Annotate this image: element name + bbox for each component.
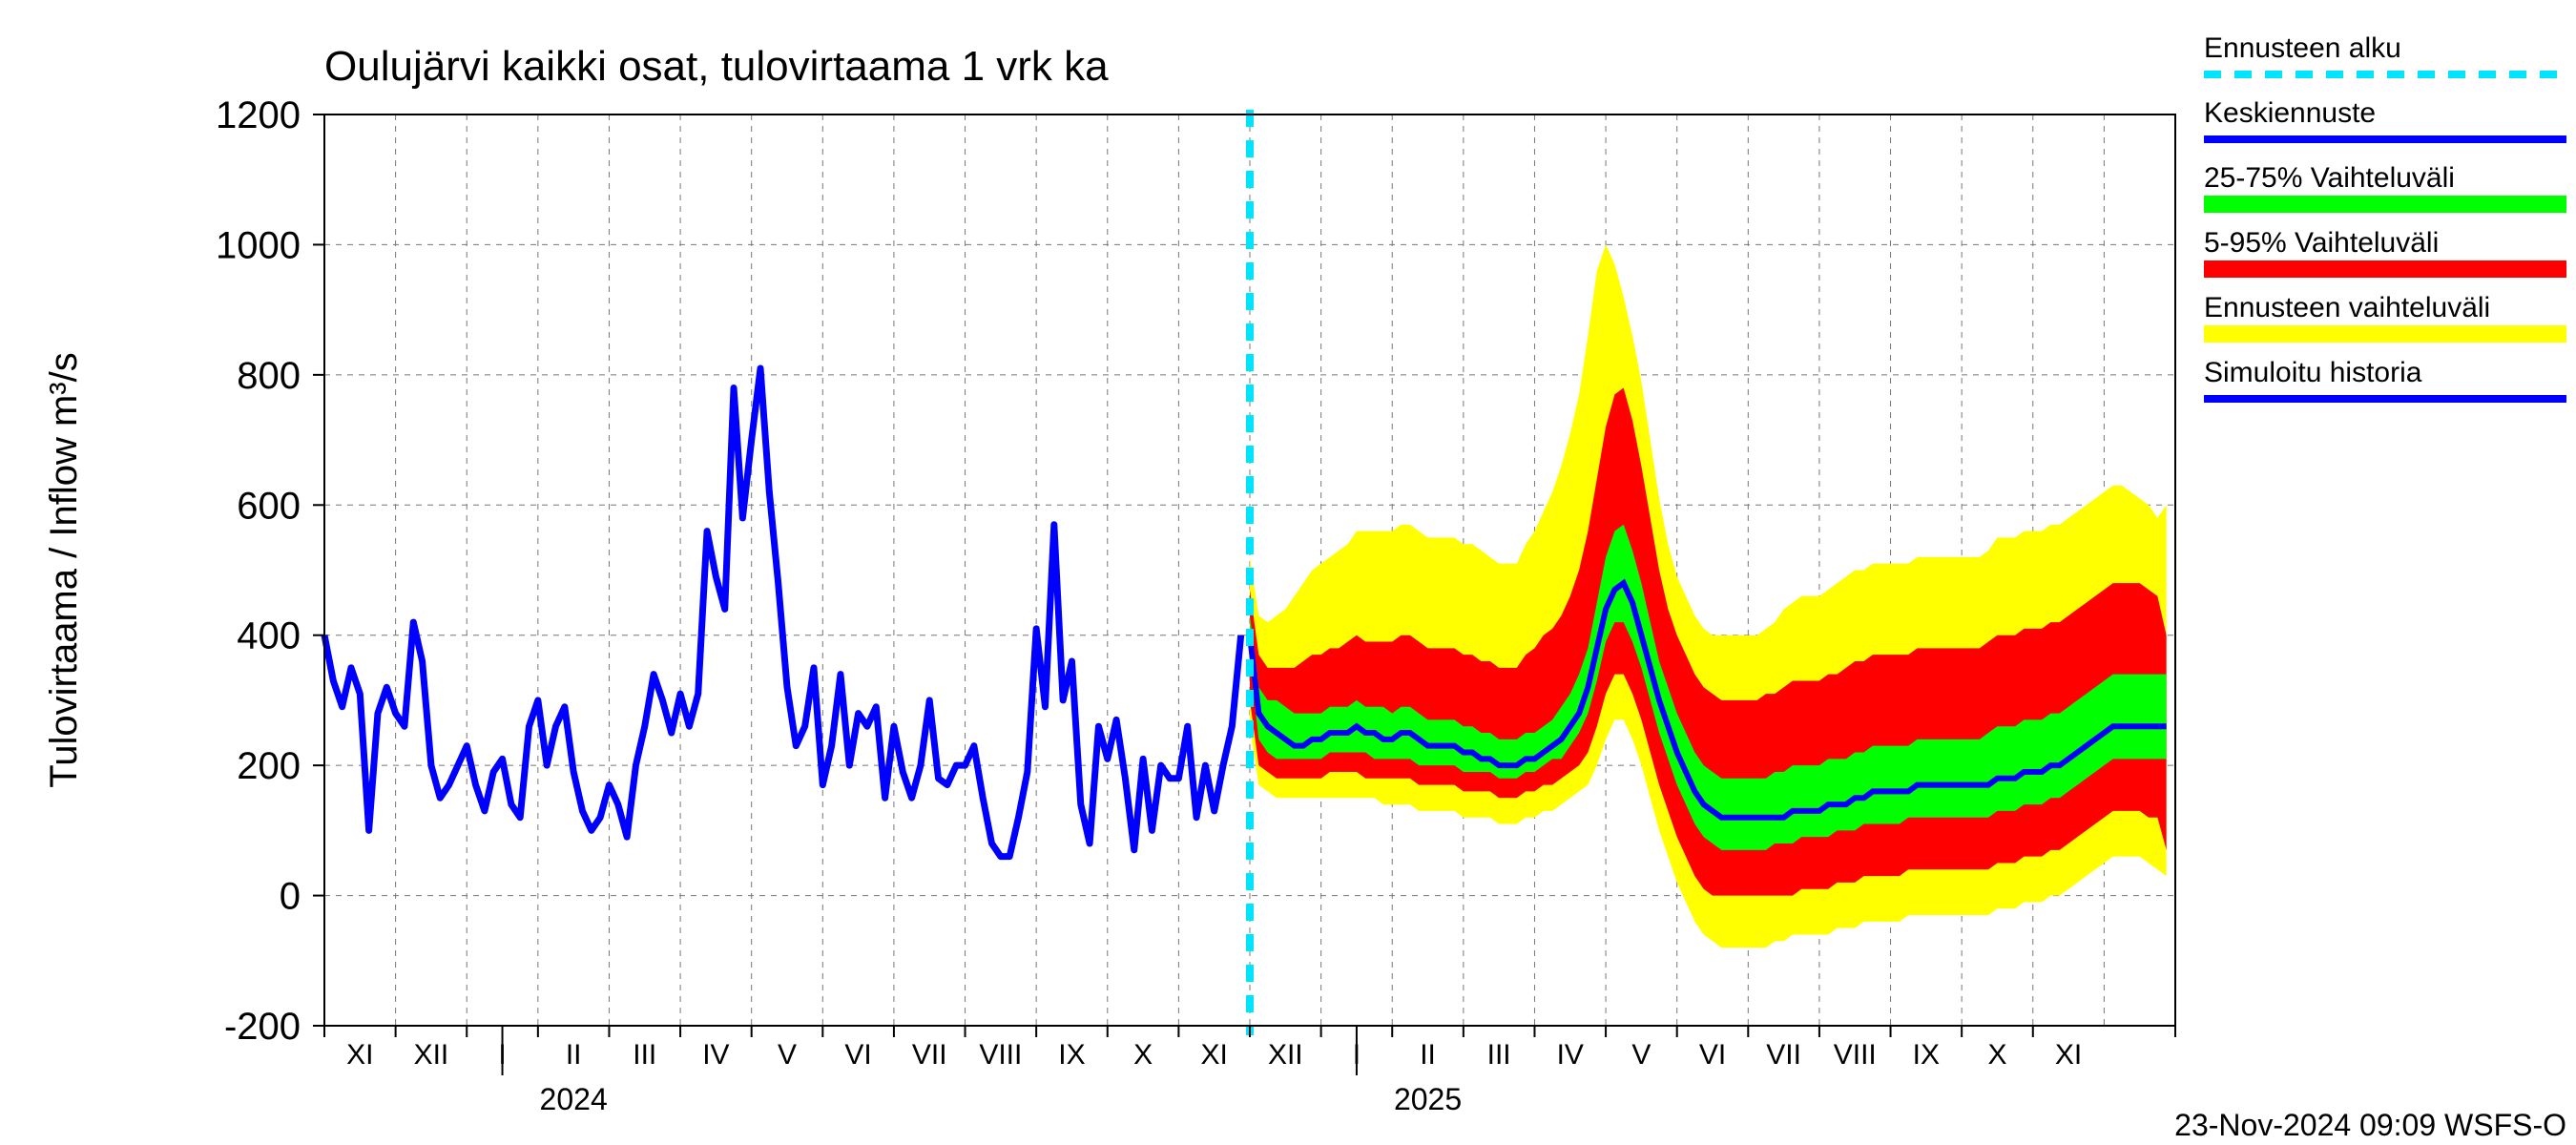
xtick-label: III bbox=[1487, 1039, 1511, 1071]
ytick-label: 0 bbox=[280, 876, 301, 918]
xtick-label: VII bbox=[912, 1039, 947, 1071]
xtick-label: VI bbox=[1699, 1039, 1726, 1071]
ytick-label: 200 bbox=[237, 745, 301, 787]
legend-swatch bbox=[2204, 260, 2566, 278]
year-label: 2025 bbox=[1394, 1082, 1462, 1116]
xtick-label: XII bbox=[414, 1039, 449, 1071]
ytick-label: 600 bbox=[237, 485, 301, 527]
xtick-label: V bbox=[778, 1039, 797, 1071]
xtick-label: IX bbox=[1058, 1039, 1085, 1071]
ytick-label: 1000 bbox=[216, 224, 301, 266]
xtick-label: XI bbox=[346, 1039, 373, 1071]
y-axis-label: Tulovirtaama / Inflow m³/s bbox=[43, 352, 85, 787]
xtick-label: X bbox=[1133, 1039, 1153, 1071]
xtick-label: II bbox=[1420, 1039, 1436, 1071]
legend-swatch bbox=[2204, 325, 2566, 343]
xtick-label: II bbox=[566, 1039, 582, 1071]
inflow-forecast-chart: -200020040060080010001200XIXIIIIIIIIIVVV… bbox=[0, 0, 2576, 1145]
chart-footer: 23-Nov-2024 09:09 WSFS-O bbox=[2174, 1108, 2566, 1142]
year-label: 2024 bbox=[540, 1082, 608, 1116]
xtick-label: VII bbox=[1766, 1039, 1801, 1071]
xtick-label: XII bbox=[1268, 1039, 1303, 1071]
xtick-label: VI bbox=[844, 1039, 871, 1071]
legend-label: Ennusteen alku bbox=[2204, 32, 2401, 64]
xtick-label: IV bbox=[702, 1039, 729, 1071]
legend-label: Simuloitu historia bbox=[2204, 357, 2422, 388]
xtick-label: V bbox=[1631, 1039, 1651, 1071]
chart-container: -200020040060080010001200XIXIIIIIIIIIVVV… bbox=[0, 0, 2576, 1145]
xtick-label: XI bbox=[2055, 1039, 2082, 1071]
xtick-label: IX bbox=[1913, 1039, 1940, 1071]
ytick-label: -200 bbox=[224, 1006, 301, 1048]
legend-label: 25-75% Vaihteluväli bbox=[2204, 162, 2455, 194]
xtick-label: X bbox=[1987, 1039, 2006, 1071]
ytick-label: 800 bbox=[237, 355, 301, 397]
legend-label: Keskiennuste bbox=[2204, 97, 2376, 129]
xtick-label: VIII bbox=[1834, 1039, 1877, 1071]
chart-bg bbox=[0, 0, 2576, 1145]
xtick-label: III bbox=[633, 1039, 656, 1071]
xtick-label: IV bbox=[1557, 1039, 1584, 1071]
xtick-label: VIII bbox=[979, 1039, 1022, 1071]
legend-swatch bbox=[2204, 196, 2566, 213]
legend-label: Ennusteen vaihteluväli bbox=[2204, 292, 2490, 323]
chart-title: Oulujärvi kaikki osat, tulovirtaama 1 vr… bbox=[324, 43, 1109, 90]
legend-label: 5-95% Vaihteluväli bbox=[2204, 227, 2439, 259]
xtick-label: XI bbox=[1201, 1039, 1228, 1071]
ytick-label: 1200 bbox=[216, 94, 301, 136]
ytick-label: 400 bbox=[237, 615, 301, 657]
